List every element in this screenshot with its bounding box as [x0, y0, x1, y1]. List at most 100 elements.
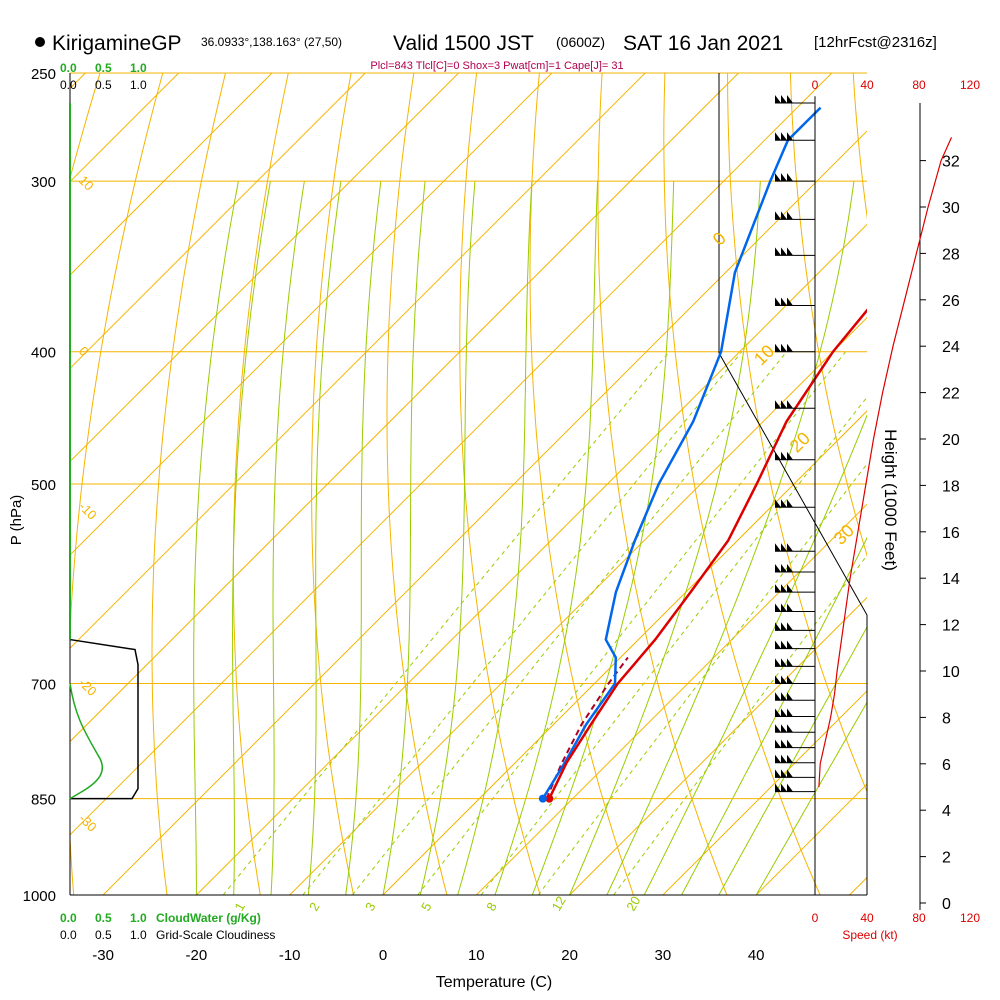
wind-barb: [775, 739, 815, 749]
dewpoint-line: [541, 106, 822, 800]
barb-flag: [775, 95, 781, 104]
barb-flag: [775, 297, 781, 306]
height-tick-label: 16: [942, 525, 960, 542]
dry-adiabat-line: [727, 73, 867, 793]
wind-barb: [775, 769, 815, 778]
barb-flag: [781, 400, 787, 409]
barb-flag: [781, 584, 787, 593]
station-name: KirigamineGP: [52, 32, 182, 55]
wind-barb: [775, 584, 815, 593]
wind-barb: [775, 211, 815, 220]
wind-speed-line: [818, 137, 953, 788]
speed-tick-bottom-1: 40: [860, 911, 874, 925]
barb-flag: [775, 692, 781, 701]
height-tick-label: 26: [942, 293, 960, 310]
barb-flag: [775, 724, 781, 733]
moist-adiabat-line: [569, 181, 761, 895]
barb-flag: [787, 675, 793, 684]
moist-adiabat-line: [345, 181, 382, 895]
dry-adiabat-line: [979, 73, 1000, 895]
barb-flag: [775, 132, 781, 141]
hodograph-boundary-line: [718, 73, 868, 895]
barb-flag: [781, 675, 787, 684]
cloud-scale-top-green-1: 0.5: [95, 61, 112, 75]
height-tick-label: 10: [942, 664, 960, 681]
surface-dewpoint-point: [538, 794, 547, 803]
wind-barb: [775, 247, 815, 256]
barb-flag: [787, 584, 793, 593]
speed-tick-top-0: 0: [812, 78, 819, 92]
dry-adiabat-line: [597, 73, 728, 895]
barb-flag: [787, 499, 793, 508]
speed-tick-top-3: 120: [960, 78, 980, 92]
wind-barb: [775, 675, 815, 685]
wind-barb: [775, 640, 815, 650]
dry-adiabat-line: [459, 73, 541, 895]
speed-scale-bottom: 0 40 80 120 Speed (kt): [812, 911, 981, 942]
wind-barbs: [775, 95, 816, 895]
isotherm-label: -20: [76, 675, 100, 699]
barb-flag: [775, 783, 781, 792]
wind-barb: [775, 451, 815, 461]
barb-flag: [787, 739, 793, 748]
isotherm-line: [662, 690, 867, 895]
temperature-tick-label: -10: [279, 947, 301, 964]
barb-flag: [781, 95, 787, 104]
barb-flag: [775, 640, 781, 649]
barb-flag: [787, 543, 793, 552]
cloud-scale-bottom-green-1: 0.5: [95, 911, 112, 925]
barb-flag: [781, 343, 787, 352]
wind-barb: [775, 724, 815, 733]
cloud-scale-bottom-black-2: 1.0: [130, 928, 147, 942]
speed-tick-bottom-2: 80: [912, 911, 926, 925]
barb-flag: [781, 724, 787, 733]
cloudwater-label: CloudWater (g/Kg): [156, 911, 261, 925]
mixing-ratio-label: 20: [623, 893, 643, 913]
cloud-scale-bottom: 0.0 0.5 1.0 CloudWater (g/Kg) 0.0 0.5 1.…: [60, 911, 275, 942]
isotherm-label-right: 10: [750, 341, 778, 369]
barb-flag: [781, 754, 787, 763]
dry-adiabat-line: [789, 73, 867, 558]
barb-flag: [781, 211, 787, 220]
cloud-scale-top: 0.0 0.5 1.0 0.0 0.5 1.0: [60, 61, 147, 92]
speed-tick-bottom-3: 120: [960, 911, 980, 925]
isotherm-label: -10: [76, 499, 100, 523]
cloud-scale-top-green-2: 1.0: [130, 61, 147, 75]
valid-date: SAT 16 Jan 2021: [623, 32, 783, 55]
height-tick-label: 6: [942, 757, 951, 774]
y-axis-title: P (hPa): [8, 495, 25, 546]
height-tick-label: 2: [942, 850, 951, 867]
wind-barb: [775, 297, 815, 306]
wind-barb: [775, 543, 815, 552]
barb-flag: [775, 658, 781, 667]
barb-flag: [775, 343, 781, 352]
cloud-scale-top-black-2: 1.0: [130, 78, 147, 92]
pressure-tick-label: 850: [31, 792, 56, 809]
isotherm-line: [475, 503, 867, 895]
barb-flag: [781, 622, 787, 631]
barb-flag: [775, 769, 781, 778]
height-tick-label: 22: [942, 386, 960, 403]
barb-flag: [775, 603, 781, 612]
mixing-ratio-label: 5: [418, 900, 435, 914]
barb-flag: [787, 769, 793, 778]
dry-adiabat-line: [151, 73, 226, 895]
dry-adiabat-line: [663, 73, 821, 895]
cloud-scale-top-black-0: 0.0: [60, 78, 77, 92]
speed-tick-top-2: 80: [912, 78, 926, 92]
moist-adiabat-line: [494, 181, 599, 895]
temperature-tick-label: -20: [186, 947, 208, 964]
moist-adiabat-line: [270, 181, 305, 895]
height-tick-label: 24: [942, 339, 960, 356]
moist-adiabat-line: [419, 181, 476, 895]
cloud-scale-bottom-black-1: 0.5: [95, 928, 112, 942]
sounding-params: Plcl=843 Tlcl[C]=0 Shox=3 Pwat[cm]=1 Cap…: [370, 60, 623, 72]
barb-flag: [787, 622, 793, 631]
forecast-hour: [12hrFcst@2316z]: [814, 34, 937, 51]
cloud-scale-bottom-black-0: 0.0: [60, 928, 77, 942]
barb-flag: [775, 708, 781, 717]
barb-flag: [781, 132, 787, 141]
barb-flag: [787, 343, 793, 352]
barb-flag: [781, 708, 787, 717]
